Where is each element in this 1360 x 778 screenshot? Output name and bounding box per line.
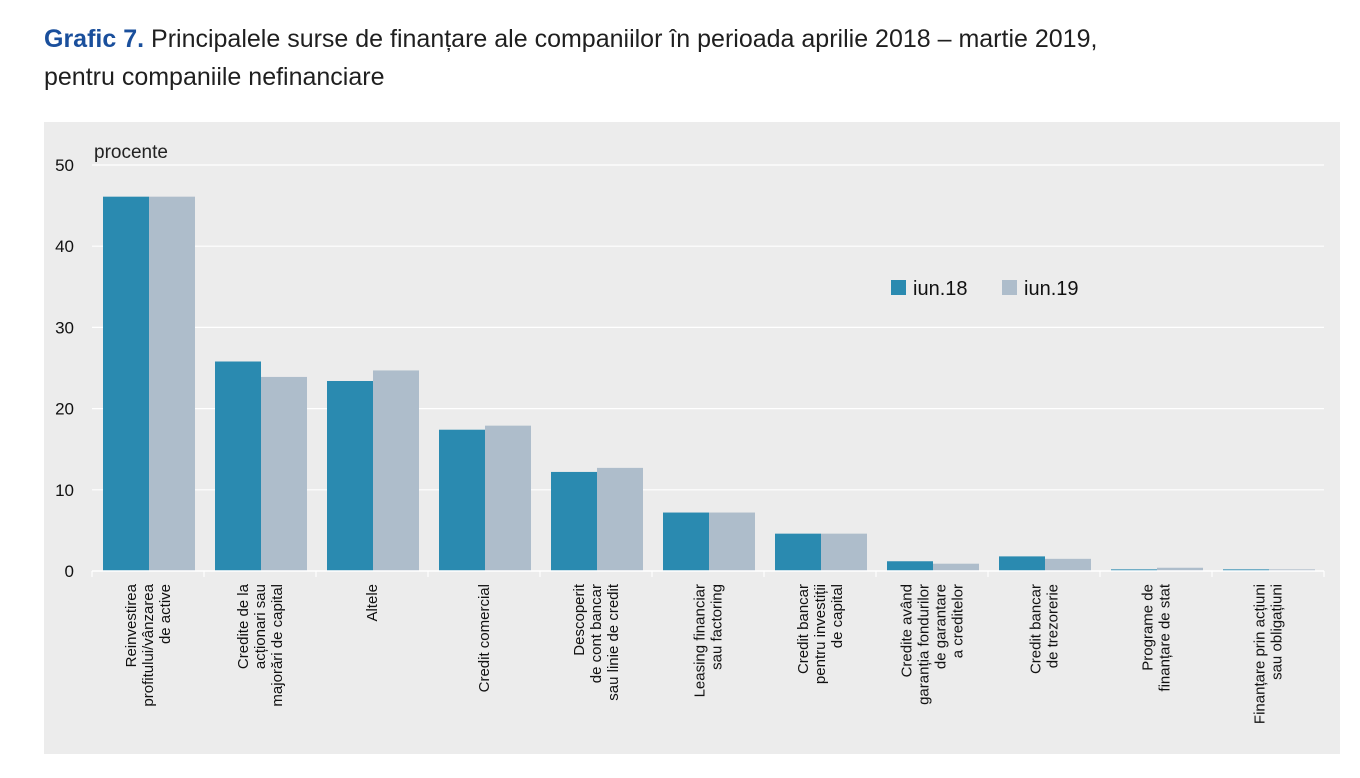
bar-iun-18 (887, 561, 933, 571)
bar-iun-18 (1223, 569, 1269, 571)
bar-iun-18 (215, 361, 261, 571)
category-label: pentru investiții (812, 584, 829, 684)
category-label: profitului/vânzarea (140, 583, 157, 706)
bar-iun-18 (663, 512, 709, 571)
legend-label: iun.19 (1024, 278, 1079, 300)
category-label: finanțare de stat (1157, 583, 1174, 691)
legend-swatch (891, 280, 906, 295)
title-line-1: Grafic 7. Principalele surse de finanțar… (44, 20, 1324, 58)
y-tick-label: 20 (55, 400, 74, 419)
bar-iun-19 (1045, 558, 1091, 571)
category-label: Credit bancar (795, 584, 812, 674)
bar-iun-18 (775, 533, 821, 571)
category-label: de capital (829, 584, 846, 648)
category-label: Descoperit (571, 583, 588, 656)
y-tick-label: 10 (55, 481, 74, 500)
chart-title: Grafic 7. Principalele surse de finanțar… (44, 20, 1324, 96)
category-label: sau obligațiuni (1269, 584, 1286, 680)
category-label: Credit comercial (476, 584, 493, 692)
category-label: Leasing financiar (692, 584, 709, 697)
category-label: sau factoring (709, 584, 726, 670)
category-label: Credite având (899, 584, 916, 677)
bar-iun-18 (1111, 569, 1157, 571)
category-label: Reinvestirea (123, 583, 140, 667)
bar-iun-18 (439, 429, 485, 571)
bar-iun-18 (551, 471, 597, 571)
y-tick-label: 30 (55, 318, 74, 337)
category-label: acționari sau (252, 584, 269, 669)
bar-iun-19 (261, 376, 307, 571)
legend-label: iun.18 (913, 278, 968, 300)
category-label: sau linie de credit (605, 583, 622, 701)
category-label: de active (157, 584, 174, 644)
bar-iun-19 (597, 467, 643, 571)
title-prefix: Grafic 7. (44, 25, 145, 53)
category-label: de cont bancar (588, 584, 605, 683)
category-label: a creditelor (950, 584, 967, 658)
category-label: majorări de capital (269, 584, 286, 707)
bar-iun-18 (999, 556, 1045, 571)
category-label: garanția fondurilor (916, 584, 933, 705)
category-label: de garantare (933, 584, 950, 669)
bar-iun-19 (821, 533, 867, 571)
bar-iun-19 (1269, 569, 1315, 571)
category-label: de trezorerie (1045, 584, 1062, 668)
y-unit-label: procente (94, 142, 168, 163)
bar-iun-19 (933, 563, 979, 571)
category-label: Credite de la (235, 583, 252, 669)
category-label: Programe de (1140, 584, 1157, 671)
title-text-1: Principalele surse de finanțare ale comp… (151, 25, 1098, 53)
chart-panel: 0 10 20 30 40 50 procente Reinvestirea profitulu… (44, 122, 1340, 754)
category-label: Credit bancar (1028, 584, 1045, 674)
bar-chart: 0 10 20 30 40 50 procente Reinvestirea profitulu… (55, 142, 1325, 724)
legend-swatch (1002, 280, 1017, 295)
category-label: Finanțare prin acțiuni (1252, 584, 1269, 724)
y-tick-label: 0 (65, 562, 74, 581)
category-label: Altele (364, 584, 381, 622)
y-tick-label: 40 (55, 237, 74, 256)
bar-iun-19 (709, 512, 755, 571)
bar-iun-18 (327, 380, 373, 571)
bar-iun-19 (1157, 567, 1203, 571)
bar-iun-19 (149, 196, 195, 571)
bar-iun-18 (103, 196, 149, 571)
y-tick-label: 50 (55, 156, 74, 175)
bar-iun-19 (373, 370, 419, 571)
bar-iun-19 (485, 425, 531, 571)
title-line-2: pentru companiile nefinanciare (44, 63, 385, 91)
